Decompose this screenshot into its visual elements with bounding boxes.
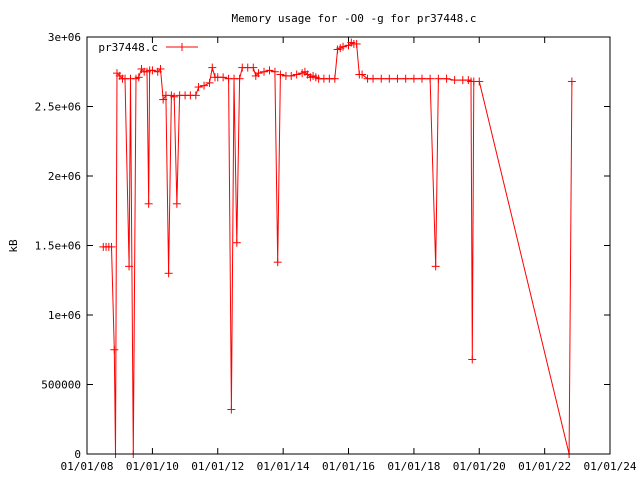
data-point-marker <box>276 70 285 79</box>
x-tick-label: 01/01/08 <box>61 460 114 473</box>
data-point-marker <box>417 74 426 83</box>
data-point-marker <box>377 74 386 83</box>
data-point-marker <box>208 63 217 72</box>
data-point-marker <box>393 74 402 83</box>
data-point-marker <box>287 71 296 80</box>
y-tick-label: 2e+06 <box>48 170 81 183</box>
data-point-marker <box>385 74 394 83</box>
plot-frame <box>86 36 611 455</box>
data-point-marker <box>339 42 348 51</box>
data-point-marker <box>260 67 269 76</box>
x-tick-label: 01/01/18 <box>387 460 440 473</box>
x-tick-label: 01/01/24 <box>584 460 637 473</box>
data-point-marker <box>442 74 451 83</box>
x-tick-label: 01/01/16 <box>322 460 375 473</box>
data-point-marker <box>431 262 440 271</box>
data-point-marker <box>265 66 274 75</box>
data-point-marker <box>369 74 378 83</box>
data-point-marker <box>107 242 116 251</box>
data-point-marker <box>134 73 143 82</box>
data-point-marker <box>468 355 477 364</box>
y-tick-label: 500000 <box>41 379 81 392</box>
data-point-marker <box>292 70 301 79</box>
data-point-marker <box>200 81 209 90</box>
data-point-marker <box>254 69 263 78</box>
data-point-marker <box>567 77 576 86</box>
data-point-marker <box>164 269 173 278</box>
data-point-marker <box>125 262 134 271</box>
data-point-marker <box>144 199 153 208</box>
data-point-marker <box>273 258 282 267</box>
y-tick-label: 1.5e+06 <box>35 240 81 253</box>
data-point-marker <box>426 74 435 83</box>
data-point-marker <box>409 74 418 83</box>
series-line <box>103 41 573 455</box>
x-tick-label: 01/01/20 <box>453 460 506 473</box>
series-layer <box>99 38 576 458</box>
legend-label: pr37448.c <box>98 41 158 54</box>
data-point-marker <box>450 76 459 85</box>
data-point-marker <box>475 77 484 86</box>
data-point-marker <box>249 63 258 72</box>
data-point-marker <box>219 73 228 82</box>
data-point-marker <box>358 70 367 79</box>
y-tick-label: 0 <box>74 448 81 461</box>
y-tick-label: 3e+06 <box>48 31 81 44</box>
data-point-marker <box>110 345 119 354</box>
data-point-marker <box>156 64 165 73</box>
data-point-marker <box>434 74 443 83</box>
y-tick-label: 1e+06 <box>48 309 81 322</box>
data-point-marker <box>235 74 244 83</box>
data-point-marker <box>232 238 241 247</box>
data-point-marker <box>330 74 339 83</box>
legend: pr37448.c <box>98 41 198 54</box>
data-point-marker <box>159 95 168 104</box>
data-point-marker <box>170 92 179 101</box>
x-tick-label: 01/01/12 <box>191 460 244 473</box>
x-tick-label: 01/01/14 <box>257 460 310 473</box>
chart-title: Memory usage for -O0 -g for pr37448.c <box>231 12 476 25</box>
y-axis-label: kB <box>7 239 20 253</box>
data-point-marker <box>270 67 279 76</box>
x-tick-label: 01/01/10 <box>126 460 179 473</box>
data-point-marker <box>148 66 157 75</box>
axis-ticks: 01/01/08 01/01/10 01/01/12 01/01/14 01/01/16… <box>35 31 637 473</box>
x-tick-label: 01/01/22 <box>518 460 571 473</box>
data-point-marker <box>205 78 214 87</box>
data-point-marker <box>191 91 200 100</box>
data-point-marker <box>172 199 181 208</box>
data-point-marker <box>401 74 410 83</box>
y-tick-label: 2.5e+06 <box>35 101 81 114</box>
data-point-marker <box>227 405 236 414</box>
data-point-marker <box>194 83 203 92</box>
data-point-marker <box>352 39 361 48</box>
legend-marker <box>178 43 186 51</box>
